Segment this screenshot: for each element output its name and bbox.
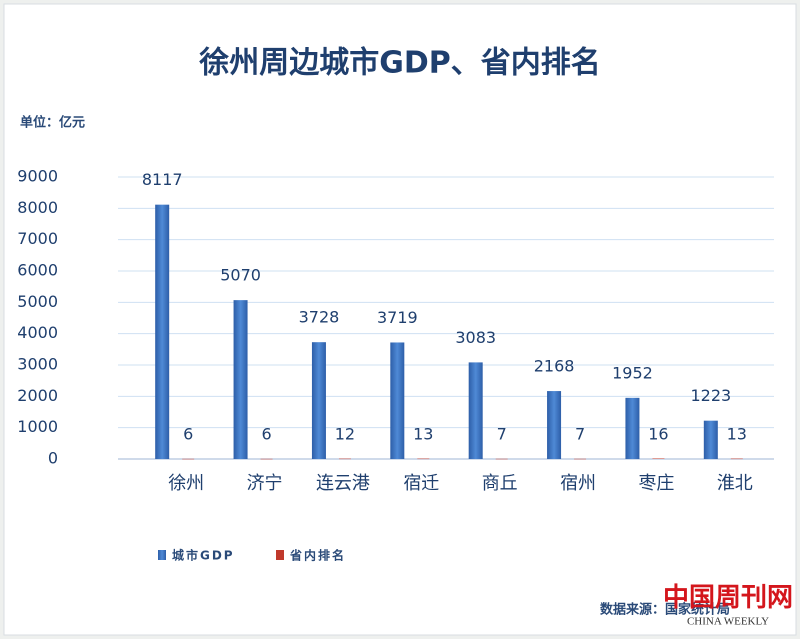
value-label: 3719 — [377, 308, 418, 327]
bar — [390, 342, 405, 459]
bar — [260, 458, 273, 460]
value-label: 13 — [727, 425, 747, 444]
legend-swatch — [158, 550, 166, 560]
bar — [652, 458, 665, 459]
chart-title: 徐州周边城市GDP、省内排名 — [198, 46, 601, 81]
value-label: 12 — [335, 425, 355, 444]
y-tick-label: 4000 — [17, 323, 58, 342]
y-tick-label: 1000 — [17, 417, 58, 436]
x-tick-label: 商丘 — [482, 473, 518, 494]
watermark-sub: CHINA WEEKLY — [687, 616, 769, 628]
y-tick-label: 8000 — [17, 198, 58, 217]
value-label: 5070 — [220, 266, 261, 285]
value-label: 1952 — [612, 363, 653, 382]
watermark: 中国周刊网 — [663, 583, 793, 612]
y-tick-label: 2000 — [17, 386, 58, 405]
value-label: 3083 — [455, 328, 496, 347]
bar — [338, 458, 351, 460]
bar — [703, 420, 718, 459]
value-label: 13 — [413, 425, 433, 444]
value-label: 1223 — [690, 386, 731, 405]
y-tick-label: 7000 — [17, 229, 58, 248]
bar — [625, 397, 640, 459]
bar — [311, 342, 326, 459]
x-tick-label: 济宁 — [247, 473, 283, 494]
bar — [182, 458, 195, 460]
bar — [417, 458, 430, 460]
x-tick-label: 宿迁 — [403, 473, 439, 494]
value-label: 3728 — [299, 308, 340, 327]
y-tick-label: 3000 — [17, 355, 58, 374]
bar — [155, 204, 170, 459]
bar — [468, 362, 483, 459]
x-tick-label: 枣庄 — [638, 473, 674, 494]
chart-background — [3, 3, 797, 636]
bar — [495, 458, 508, 460]
y-tick-label: 6000 — [17, 261, 58, 280]
unit-label: 单位：亿元 — [20, 115, 85, 131]
value-label: 6 — [261, 425, 271, 444]
x-tick-label: 宿州 — [560, 473, 596, 494]
y-tick-label: 0 — [48, 449, 58, 468]
value-label: 8117 — [142, 170, 183, 189]
x-tick-label: 连云港 — [316, 473, 370, 494]
value-label: 6 — [183, 425, 193, 444]
bar — [730, 458, 743, 460]
value-label: 2168 — [534, 357, 575, 376]
x-tick-label: 淮北 — [717, 473, 753, 494]
legend-label: 省内排名 — [289, 548, 346, 563]
source-label: 数据来源：国家统计局 — [600, 602, 730, 618]
legend-swatch — [276, 550, 284, 560]
value-label: 7 — [497, 425, 507, 444]
bar — [574, 458, 587, 460]
value-label: 16 — [648, 425, 668, 444]
bar — [233, 300, 248, 459]
y-tick-label: 5000 — [17, 292, 58, 311]
bar — [547, 391, 562, 459]
value-label: 7 — [575, 425, 585, 444]
y-tick-label: 9000 — [17, 167, 58, 186]
x-tick-label: 徐州 — [168, 473, 204, 494]
legend-label: 城市GDP — [172, 548, 235, 563]
